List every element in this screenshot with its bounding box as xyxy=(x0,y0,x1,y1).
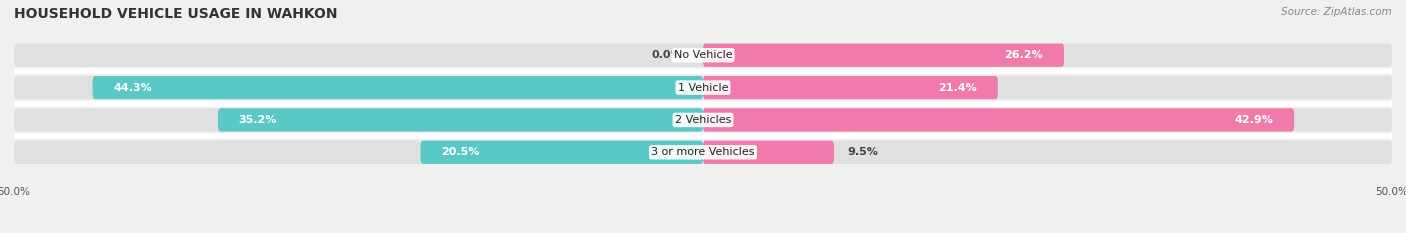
Text: 21.4%: 21.4% xyxy=(938,82,977,93)
FancyBboxPatch shape xyxy=(14,76,1392,99)
Text: 3 or more Vehicles: 3 or more Vehicles xyxy=(651,147,755,157)
FancyBboxPatch shape xyxy=(703,44,1064,67)
Text: 35.2%: 35.2% xyxy=(239,115,277,125)
Text: 2 Vehicles: 2 Vehicles xyxy=(675,115,731,125)
Text: 1 Vehicle: 1 Vehicle xyxy=(678,82,728,93)
Text: 9.5%: 9.5% xyxy=(848,147,879,157)
FancyBboxPatch shape xyxy=(14,44,1392,67)
Text: No Vehicle: No Vehicle xyxy=(673,50,733,60)
FancyBboxPatch shape xyxy=(703,108,1294,132)
FancyBboxPatch shape xyxy=(14,108,1392,132)
FancyBboxPatch shape xyxy=(703,141,834,164)
Text: Source: ZipAtlas.com: Source: ZipAtlas.com xyxy=(1281,7,1392,17)
Text: HOUSEHOLD VEHICLE USAGE IN WAHKON: HOUSEHOLD VEHICLE USAGE IN WAHKON xyxy=(14,7,337,21)
Text: 0.0%: 0.0% xyxy=(652,50,682,60)
FancyBboxPatch shape xyxy=(420,141,703,164)
Text: 44.3%: 44.3% xyxy=(114,82,152,93)
Text: 26.2%: 26.2% xyxy=(1004,50,1043,60)
FancyBboxPatch shape xyxy=(93,76,703,99)
Text: 20.5%: 20.5% xyxy=(441,147,479,157)
FancyBboxPatch shape xyxy=(703,76,998,99)
FancyBboxPatch shape xyxy=(14,141,1392,164)
Text: 42.9%: 42.9% xyxy=(1234,115,1274,125)
FancyBboxPatch shape xyxy=(218,108,703,132)
